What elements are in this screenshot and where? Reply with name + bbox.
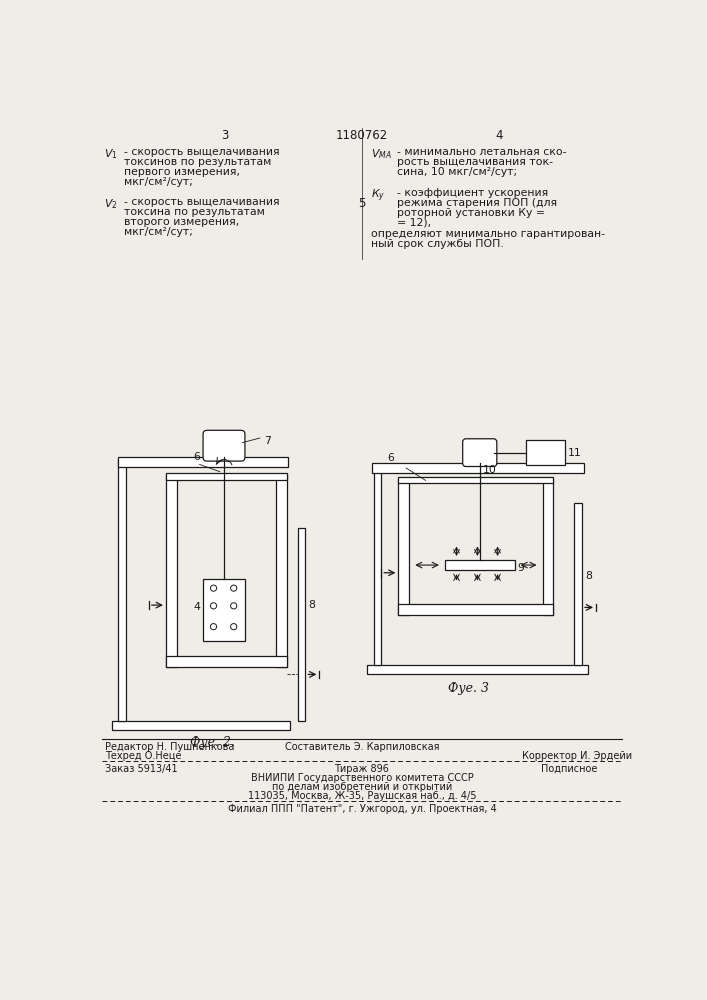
Bar bbox=[398, 604, 554, 615]
Text: мкг/см²/сут;: мкг/см²/сут; bbox=[124, 227, 193, 237]
Text: 6: 6 bbox=[387, 453, 395, 463]
Text: Фуе. 3: Фуе. 3 bbox=[448, 682, 489, 695]
Text: рость выщелачивания ток-: рость выщелачивания ток- bbox=[397, 157, 553, 167]
Text: ный срок службы ПОП.: ный срок службы ПОП. bbox=[371, 239, 504, 249]
Text: токсинов по результатам: токсинов по результатам bbox=[124, 157, 271, 167]
Bar bbox=[542, 479, 554, 615]
Text: определяют минимально гарантирован-: определяют минимально гарантирован- bbox=[371, 229, 605, 239]
Text: Составитель Э. Карпиловская: Составитель Э. Карпиловская bbox=[285, 742, 439, 752]
Bar bbox=[112, 721, 290, 730]
Text: Фуе. 2.: Фуе. 2. bbox=[190, 736, 235, 749]
Text: 8: 8 bbox=[585, 571, 592, 581]
Text: первого измерения,: первого измерения, bbox=[124, 167, 240, 177]
Bar bbox=[166, 473, 287, 480]
Text: режима старения ПОП (для: режима старения ПОП (для bbox=[397, 198, 557, 208]
Text: токсина по результатам: токсина по результатам bbox=[124, 207, 265, 217]
Bar bbox=[398, 477, 554, 483]
FancyBboxPatch shape bbox=[462, 439, 497, 466]
Text: 8: 8 bbox=[308, 600, 315, 610]
Text: 4: 4 bbox=[496, 129, 503, 142]
Text: сина, 10 мкг/см²/сут;: сина, 10 мкг/см²/сут; bbox=[397, 167, 517, 177]
FancyBboxPatch shape bbox=[203, 430, 245, 461]
Text: - коэффициент ускорения: - коэффициент ускорения bbox=[397, 188, 548, 198]
Bar bbox=[398, 479, 409, 615]
Text: = 12),: = 12), bbox=[397, 218, 431, 228]
Bar bbox=[373, 465, 381, 665]
Text: $V_2$: $V_2$ bbox=[104, 197, 117, 211]
Text: 7: 7 bbox=[264, 436, 271, 446]
Text: - скорость выщелачивания: - скорость выщелачивания bbox=[124, 197, 280, 207]
Text: - минимально летальная ско-: - минимально летальная ско- bbox=[397, 147, 566, 157]
Text: второго измерения,: второго измерения, bbox=[124, 217, 239, 227]
Bar bbox=[574, 503, 582, 665]
Text: 3: 3 bbox=[221, 129, 228, 142]
Bar bbox=[368, 665, 588, 674]
Text: роторной установки Ку =: роторной установки Ку = bbox=[397, 208, 545, 218]
Bar bbox=[298, 528, 305, 721]
Text: 9: 9 bbox=[518, 563, 525, 573]
Text: по делам изобретений и открытий: по делам изобретений и открытий bbox=[271, 782, 452, 792]
Bar bbox=[166, 656, 287, 667]
Text: $К_у$: $К_у$ bbox=[371, 188, 385, 204]
Text: Корректор И. Эрдейи: Корректор И. Эрдейи bbox=[522, 751, 633, 761]
Text: Редактор Н. Пушненкова: Редактор Н. Пушненкова bbox=[105, 742, 235, 752]
Text: ВНИИПИ Государственного комитета СССР: ВНИИПИ Государственного комитета СССР bbox=[250, 773, 473, 783]
Text: 6: 6 bbox=[193, 452, 200, 462]
Text: мкг/см²/сут;: мкг/см²/сут; bbox=[124, 177, 193, 187]
Text: Филиал ППП "Патент", г. Ужгород, ул. Проектная, 4: Филиал ППП "Патент", г. Ужгород, ул. Про… bbox=[228, 804, 496, 814]
Text: 5: 5 bbox=[358, 197, 366, 210]
Bar bbox=[118, 457, 288, 466]
Bar bbox=[118, 459, 126, 721]
Bar bbox=[276, 474, 287, 667]
Bar bbox=[526, 440, 565, 465]
Text: 4: 4 bbox=[194, 602, 200, 612]
Text: $V_{МА}$: $V_{МА}$ bbox=[371, 147, 392, 161]
Bar bbox=[372, 463, 583, 473]
Bar bbox=[203, 579, 245, 641]
Bar bbox=[166, 474, 177, 667]
Bar bbox=[445, 560, 515, 570]
Text: $V_1$: $V_1$ bbox=[104, 147, 117, 161]
Text: Техред О.Неце: Техред О.Неце bbox=[105, 751, 182, 761]
Text: 1180762: 1180762 bbox=[336, 129, 388, 142]
Text: 113035, Москва, Ж-35, Раушская наб., д. 4/5: 113035, Москва, Ж-35, Раушская наб., д. … bbox=[247, 791, 477, 801]
Text: Тираж 896: Тираж 896 bbox=[334, 764, 390, 774]
Text: 11: 11 bbox=[568, 448, 582, 458]
Text: 10: 10 bbox=[483, 465, 497, 475]
Text: Подписное: Подписное bbox=[541, 764, 597, 774]
Text: Заказ 5913/41: Заказ 5913/41 bbox=[105, 764, 178, 774]
Text: - скорость выщелачивания: - скорость выщелачивания bbox=[124, 147, 280, 157]
